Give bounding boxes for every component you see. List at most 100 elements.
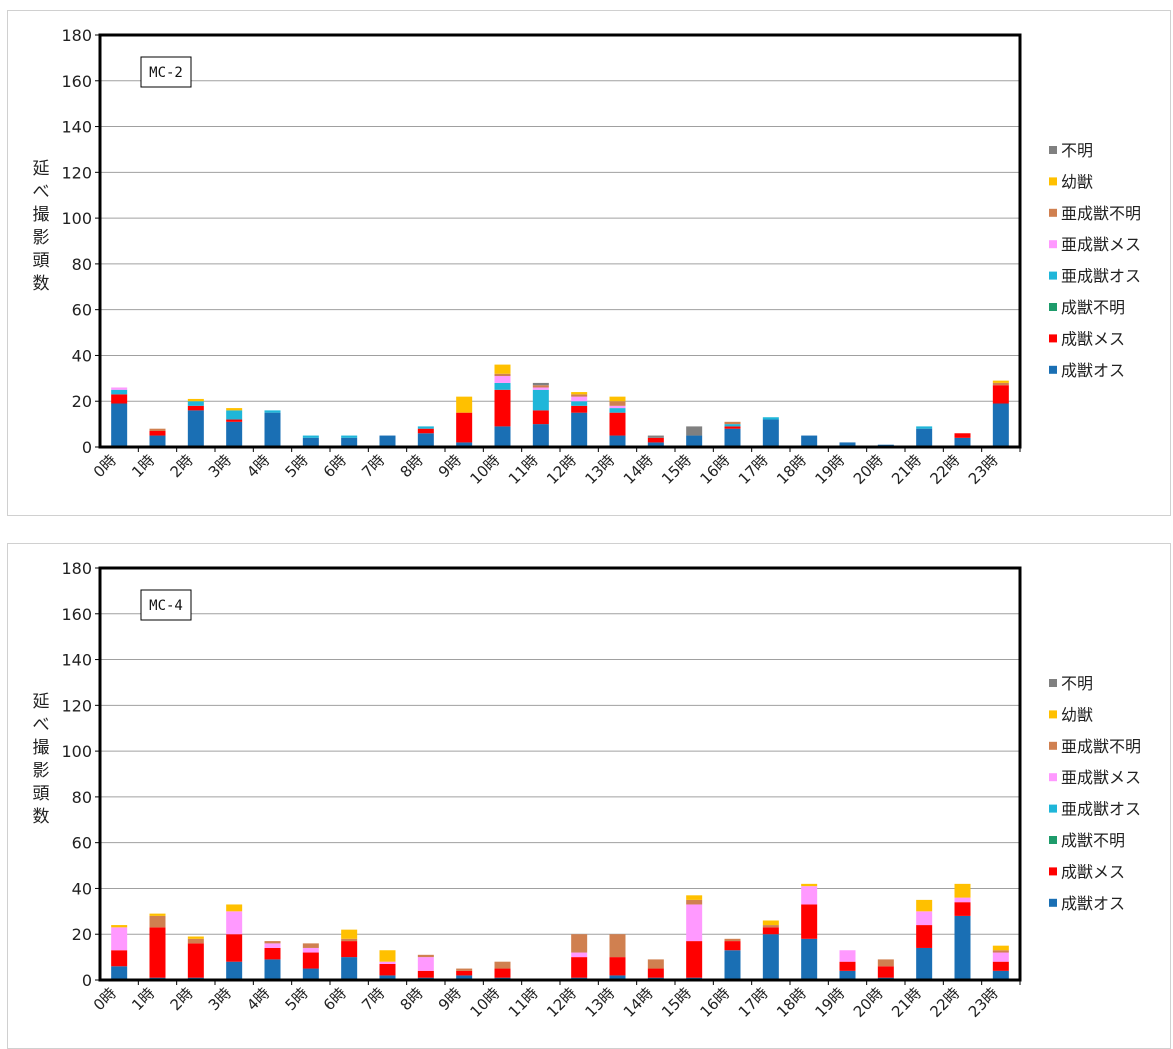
bar-segment <box>916 947 933 980</box>
bar-segment <box>532 424 549 447</box>
bar-segment <box>839 961 856 971</box>
y-tick-label: 0 <box>82 438 92 457</box>
bar-segment <box>111 389 128 395</box>
bar-segment <box>341 957 358 980</box>
y-tick-label: 60 <box>72 834 92 853</box>
bar-segment <box>187 398 204 402</box>
plot-area-frame <box>98 566 1022 982</box>
bar-segment <box>609 405 626 409</box>
bar-segment <box>264 959 281 980</box>
bar-segment <box>226 934 243 962</box>
x-tick-label: 18時 <box>773 451 810 488</box>
x-tick-label: 16時 <box>696 984 733 1021</box>
bar-segment <box>954 915 971 980</box>
legend-swatch <box>1049 773 1057 782</box>
bar-segment <box>111 394 128 404</box>
x-tick-label: 14時 <box>620 451 657 488</box>
bar-segment <box>187 401 204 406</box>
y-axis-label-char: べ <box>33 715 50 735</box>
x-tick-label: 14時 <box>620 984 657 1021</box>
legend-swatch <box>1049 240 1057 249</box>
x-tick-label: 11時 <box>505 451 542 488</box>
bar-segment <box>187 936 204 939</box>
chart-mc-2: 0 20 40 60 80 100 120 140 160 180 0時 1時 2時 3時 4時 5時 6時 7時… <box>33 26 1142 488</box>
bar-segment <box>456 442 473 447</box>
y-tick-label: 100 <box>61 742 92 761</box>
y-axis-label-char: 頭 <box>33 784 50 804</box>
bar-segment <box>992 950 1009 953</box>
bar-segment <box>877 959 894 967</box>
bar-segment <box>341 929 358 939</box>
bar-segment <box>111 403 128 447</box>
bar-segment <box>609 412 626 436</box>
bar-segment <box>149 435 166 447</box>
x-tick-label: 4時 <box>243 984 273 1014</box>
bar-segment <box>647 442 664 447</box>
x-tick-label: 12時 <box>543 984 580 1021</box>
legend-swatch <box>1049 741 1057 750</box>
x-tick-label: 1時 <box>128 451 158 481</box>
x-tick-label: 10時 <box>466 984 503 1021</box>
bar-segment <box>954 437 971 447</box>
x-tick-label: 2時 <box>167 984 197 1014</box>
bar-segment <box>226 421 243 447</box>
bar-segment <box>571 405 588 413</box>
x-tick-label: 19時 <box>811 451 848 488</box>
station-label-box <box>140 589 192 621</box>
bar-segment <box>532 385 549 388</box>
bar-segment <box>494 961 511 969</box>
legend-swatch <box>1049 303 1057 311</box>
plot-area-frame <box>98 33 1022 449</box>
bar-segment <box>149 430 166 436</box>
legend-swatch <box>1049 146 1057 154</box>
bar-segment <box>494 426 511 447</box>
y-tick-label: 60 <box>72 301 92 320</box>
bar-segment <box>532 389 549 411</box>
legend-entry: 成獣メス <box>1061 329 1125 348</box>
x-tick-label: 23時 <box>965 984 1002 1021</box>
bar-segment <box>686 426 703 436</box>
legend-swatch <box>1049 334 1057 343</box>
bar-segment <box>494 382 511 390</box>
bar-segment <box>264 943 281 948</box>
y-axis-label-char: 影 <box>33 228 50 248</box>
bar-segment <box>647 437 664 443</box>
bar-segment <box>264 947 281 960</box>
bar-segment <box>992 380 1009 383</box>
x-tick-label: 3時 <box>205 451 235 481</box>
x-tick-label: 1時 <box>128 984 158 1014</box>
bar-segment <box>302 435 319 438</box>
x-tick-label: 9時 <box>435 984 465 1014</box>
legend-entry: 亜成獣不明 <box>1061 737 1141 756</box>
bar-segment <box>302 947 319 953</box>
bar-segment <box>839 950 856 962</box>
x-tick-label: 17時 <box>735 451 772 488</box>
x-tick-label: 13時 <box>581 984 618 1021</box>
station-label: MC-4 <box>140 589 192 621</box>
x-tick-label: 4時 <box>243 451 273 481</box>
bar-segment <box>149 927 166 978</box>
bar-segment <box>111 387 128 390</box>
legend-swatch <box>1049 177 1057 186</box>
bar-segment <box>686 941 703 978</box>
x-tick-label: 6時 <box>320 451 350 481</box>
y-axis-label-char: 延 <box>33 692 50 712</box>
bar-segment <box>302 968 319 980</box>
bar-segment <box>417 970 434 978</box>
bar-segment <box>916 911 933 926</box>
bar-segment <box>762 417 779 420</box>
legend-entry: 亜成獣不明 <box>1061 204 1141 223</box>
bar-segment <box>571 396 588 402</box>
bar-segment <box>226 961 243 980</box>
bar-segment <box>226 419 243 422</box>
bar-segment <box>954 433 971 438</box>
legend-entry: 不明 <box>1061 674 1093 693</box>
station-label-text: MC-2 <box>149 65 183 81</box>
x-tick-label: 3時 <box>205 984 235 1014</box>
y-axis-label: 延べ撮影頭数 <box>33 159 50 294</box>
bar-segment <box>456 412 473 443</box>
bar-segment <box>801 886 818 905</box>
y-axis-label-char: 延 <box>33 159 50 179</box>
y-tick-label: 140 <box>61 651 92 670</box>
